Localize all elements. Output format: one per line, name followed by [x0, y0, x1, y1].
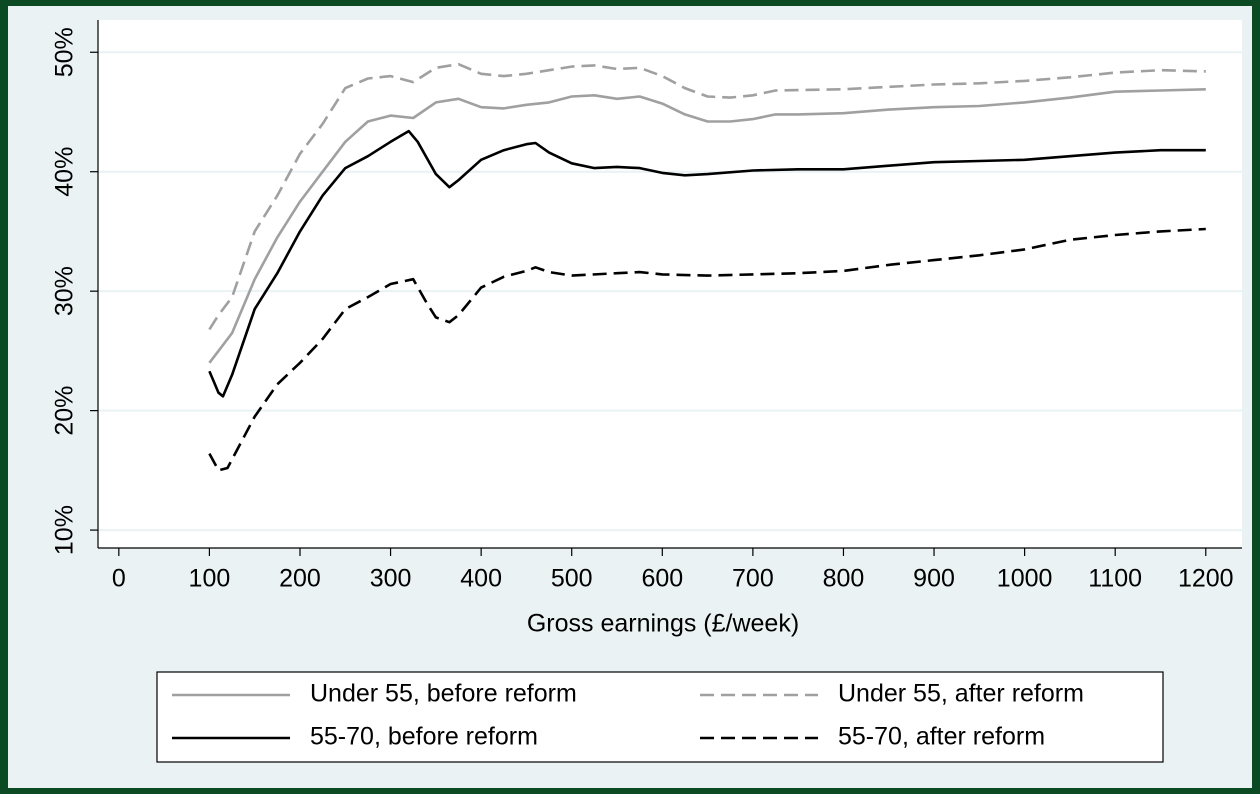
x-tick-label: 400 [460, 565, 502, 593]
y-tick-label: 10% [51, 505, 79, 555]
x-tick-label: 1200 [1178, 565, 1234, 593]
x-tick-label: 300 [370, 565, 412, 593]
x-tick-label: 600 [641, 565, 683, 593]
x-tick-label: 100 [189, 565, 231, 593]
x-tick-label: 0 [112, 565, 126, 593]
legend [156, 671, 1164, 763]
y-tick-label: 20% [51, 386, 79, 436]
x-tick-label: 500 [551, 565, 593, 593]
x-tick-label: 900 [913, 565, 955, 593]
series-line [208, 129, 1206, 398]
series-line [208, 62, 1206, 331]
legend-label: Under 55, after reform [838, 680, 1084, 708]
x-tick-label: 800 [823, 565, 865, 593]
x-tick-label: 1100 [1088, 565, 1142, 593]
y-tick-label: 40% [51, 147, 79, 197]
legend-label: 55-70, before reform [310, 723, 538, 751]
x-tick-label: 700 [732, 565, 774, 593]
x-tick-label: 200 [279, 565, 321, 593]
y-tick-label: 30% [51, 266, 79, 316]
x-tick-label: 1000 [997, 565, 1053, 593]
series-line [208, 88, 1206, 364]
legend-label: Under 55, before reform [310, 680, 577, 708]
y-tick-label: 50% [51, 27, 79, 77]
x-axis-title: Gross earnings (£/week) [527, 610, 799, 638]
legend-label: 55-70, after reform [838, 723, 1045, 751]
series-line [208, 227, 1206, 472]
